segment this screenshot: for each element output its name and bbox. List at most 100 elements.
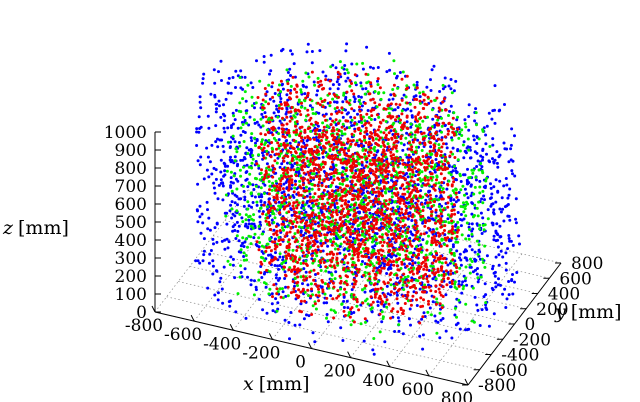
axes [151,131,562,386]
data-point [401,148,405,152]
data-point [380,159,384,163]
data-point [257,123,261,127]
data-point [492,161,496,165]
data-point [458,252,462,256]
data-point [478,324,482,327]
data-point [295,157,299,161]
data-point [431,149,435,153]
data-point [312,80,316,84]
data-point [425,85,429,89]
data-point [444,220,448,224]
data-point [358,98,361,102]
data-point [212,242,215,246]
data-point [217,183,221,187]
data-point [302,206,306,210]
data-point [221,184,225,188]
data-point [265,311,269,315]
data-point [226,164,230,168]
data-point [212,181,216,185]
data-point [416,247,420,251]
data-point [403,223,407,227]
data-point [250,166,254,170]
data-point [352,311,356,314]
data-point [413,247,417,251]
data-point [376,249,380,253]
data-point [494,229,498,233]
data-point [386,142,390,146]
data-point [322,194,326,198]
data-point [510,169,514,173]
data-point [277,126,281,130]
data-point [290,159,294,163]
data-point [387,148,391,152]
data-point [440,138,444,142]
data-point [402,288,406,291]
data-point [462,210,466,214]
data-point [343,132,347,136]
data-point [229,255,233,259]
data-point [405,84,409,88]
data-point [323,233,327,237]
data-point [444,261,448,265]
data-point [265,242,269,246]
data-point [209,92,213,96]
data-point [414,118,418,121]
data-point [371,245,375,249]
data-point [311,331,315,335]
data-point [500,196,504,200]
data-point [304,71,308,75]
data-point [248,115,252,119]
data-point [424,258,427,262]
data-point [509,147,513,151]
data-point [430,230,434,234]
data-point [211,237,215,241]
data-point [441,295,445,298]
data-point [334,270,338,274]
data-point [418,321,422,325]
data-point [316,124,320,128]
data-point [288,161,292,165]
data-point [264,115,268,119]
data-point [331,256,335,260]
data-point [202,72,206,76]
data-point [215,240,219,244]
data-point [306,94,309,98]
data-point [378,86,382,90]
data-point [286,161,289,165]
data-point [337,129,341,133]
data-point [395,282,399,286]
data-point [378,103,381,107]
grid-line-y [213,235,527,310]
data-point [389,150,393,154]
data-point [278,165,282,169]
data-point [295,168,299,172]
data-point [362,339,366,343]
data-point [464,237,468,241]
data-point [409,135,413,139]
data-point [502,184,506,188]
data-point [308,126,312,130]
data-point [276,115,280,119]
data-point [395,139,399,143]
data-point [464,214,468,218]
data-point [492,234,496,238]
data-point [396,106,400,109]
data-point [408,286,412,289]
data-point [504,177,508,180]
data-point [223,238,227,242]
data-point [419,243,423,247]
data-point [196,220,200,224]
data-point [280,226,284,230]
data-point [275,161,279,165]
data-point [490,117,494,121]
data-point [361,181,365,185]
data-point [298,174,302,178]
data-point [373,234,377,238]
data-point [231,76,235,79]
data-point [406,275,410,278]
data-point [206,286,210,290]
data-point [383,217,387,221]
data-point [422,131,426,135]
data-point [478,227,481,231]
data-point [330,189,334,193]
